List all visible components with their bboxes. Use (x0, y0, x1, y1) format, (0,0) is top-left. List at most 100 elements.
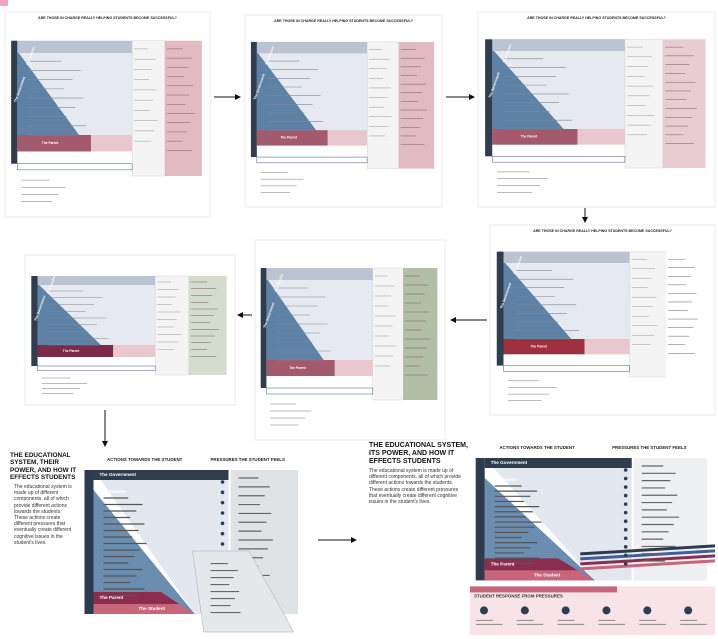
gov-band (492, 39, 625, 51)
layer-label: The Teacher (100, 489, 127, 494)
bullet (220, 521, 225, 526)
response-area (470, 586, 715, 635)
parent-band (492, 129, 578, 145)
teacher-triangle (484, 478, 595, 581)
bullet (220, 500, 225, 505)
parent-band (503, 339, 585, 355)
student-strip (37, 365, 156, 371)
response-col (398, 41, 435, 169)
layer-label: The Student (139, 606, 166, 611)
layer-label: The Student (534, 573, 561, 578)
bullet (623, 476, 628, 481)
pressure-stripe (580, 554, 715, 566)
column-header: PRESSURES THE STUDENT FEELS (612, 445, 686, 450)
column-header: ACTIONS TOWARDS THE STUDENT (107, 457, 183, 462)
layer-label: The Parent (289, 366, 306, 370)
bullet (220, 511, 225, 515)
dark-bar (485, 39, 493, 157)
layer-label: The Parent (42, 141, 59, 145)
pressure-col (624, 39, 664, 169)
final-left-paragraph: The educational system is made up of dif… (14, 484, 72, 546)
teacher-triangle (492, 49, 578, 145)
gov-band (503, 251, 630, 263)
gov-band (93, 470, 229, 480)
teacher-triangle (17, 50, 92, 152)
gov-band (266, 268, 373, 280)
gov-band (17, 40, 133, 53)
pressure-col (629, 251, 666, 378)
pink-band (113, 345, 156, 357)
response-col (665, 251, 706, 377)
light-block (484, 458, 632, 581)
dark-bar (496, 251, 504, 366)
layer-label: The Government (491, 460, 528, 465)
response-col (403, 268, 438, 400)
teacher-triangle (266, 278, 335, 376)
parent-band (17, 135, 92, 152)
parent-band (37, 345, 114, 357)
response-col (662, 39, 706, 168)
gov-band (256, 41, 368, 54)
bullet (623, 553, 628, 558)
bullet (623, 519, 628, 523)
pressure-col (372, 267, 404, 401)
layer-label: The Teacher (265, 45, 276, 66)
final-right-paragraph: The educational system is made up of dif… (369, 468, 461, 506)
student-panel (192, 550, 295, 633)
thumbnail-title: ARE THOSE IN CHARGE REALLY HELPING STUDE… (274, 19, 413, 23)
thumbnail-title: ARE THOSE IN CHARGE REALLY HELPING STUDE… (527, 16, 666, 20)
pressure-stripe (580, 544, 715, 556)
parent-band (256, 130, 328, 146)
dark-bar (31, 276, 38, 366)
student-strip (266, 387, 374, 395)
teacher-triangle (37, 283, 114, 357)
final-left-heading: THE EDUCATIONAL SYSTEM, THEIR POWER, AND… (10, 452, 77, 482)
dark-bar (475, 458, 485, 581)
layer-label: The Parent (521, 135, 538, 139)
response-header: STUDENT RESPONSE FROM PRESSURES (474, 594, 563, 599)
pink-band (577, 129, 625, 145)
bullet (623, 502, 628, 506)
bullet (220, 490, 225, 495)
final-right-heading: THE EDUCATIONAL SYSTEM, ITS POWER, AND H… (369, 442, 468, 465)
layer-label: The Teacher (502, 43, 513, 64)
bullet (623, 545, 628, 549)
dark-bar (84, 470, 94, 614)
pressure-stripe (580, 549, 715, 561)
layer-label: The Teacher (26, 45, 37, 66)
pink-band (327, 130, 368, 146)
layer-label: The Parent (100, 595, 124, 600)
gov-band (484, 458, 632, 468)
pressure-stripe (580, 559, 715, 571)
bullet (623, 485, 628, 489)
student-strip (503, 365, 630, 372)
pink-band (584, 339, 630, 355)
bullet (623, 510, 628, 515)
layer-label: The Teacher (491, 477, 518, 482)
layer-label: The Teacher (274, 272, 285, 293)
layer-label: The Government (100, 472, 137, 477)
thumbnail-title: ARE THOSE IN CHARGE REALLY HELPING STUDE… (533, 229, 672, 233)
gov-band (37, 276, 156, 285)
bullet (220, 542, 225, 546)
parent-band (484, 558, 578, 571)
pressure-col (131, 40, 166, 177)
response-icon (480, 606, 488, 615)
dark-bar (11, 40, 18, 164)
student-band (484, 570, 595, 581)
layer-label: The Teacher (513, 255, 524, 276)
dark-bar (250, 41, 257, 158)
thumbnail-title: ARE THOSE IN CHARGE REALLY HELPING STUDE… (38, 16, 177, 20)
response-icon (561, 606, 570, 615)
response-col (164, 40, 202, 177)
teacher-triangle (503, 261, 585, 355)
response-col (188, 276, 227, 375)
layer-label: The Parent (491, 562, 515, 567)
bullet (623, 527, 628, 532)
response-icon (684, 606, 693, 615)
layer-label: The Parent (63, 349, 80, 353)
layer-label: The Parent (280, 136, 297, 140)
layer-label: The Parent (531, 344, 548, 348)
